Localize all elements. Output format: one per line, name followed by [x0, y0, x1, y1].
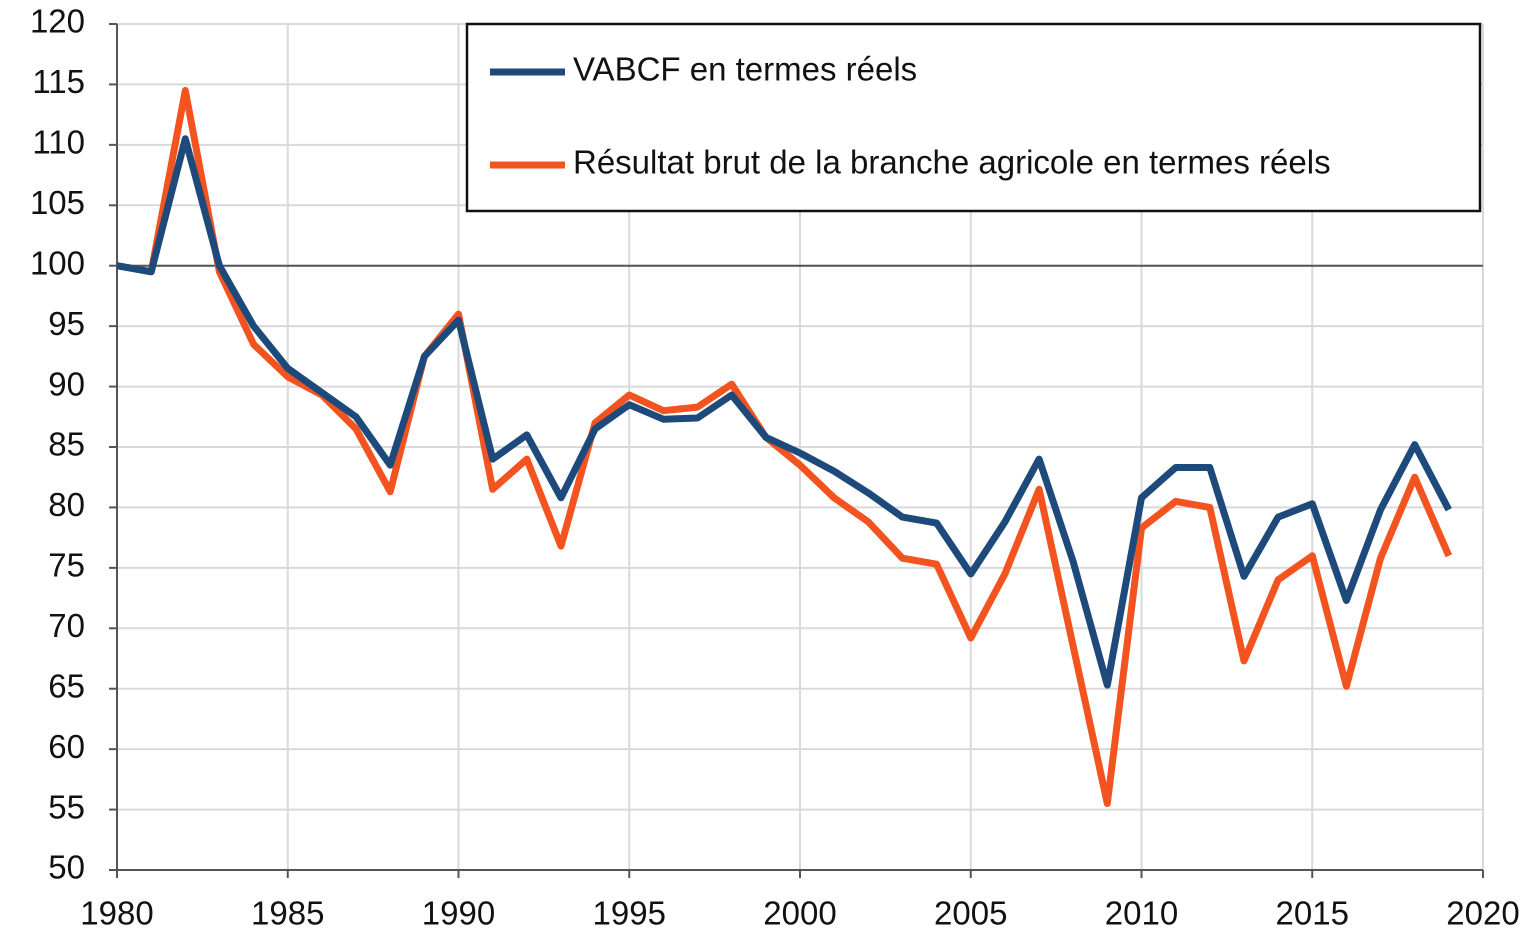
- y-tick-label: 55: [48, 788, 85, 825]
- y-tick-label: 95: [48, 305, 85, 342]
- series-line: [116, 135, 1452, 689]
- legend-label: VABCF en termes réels: [573, 51, 917, 88]
- y-tick-label: 50: [48, 849, 85, 886]
- y-tick-label: 60: [48, 728, 85, 765]
- y-tick-label: 120: [30, 3, 85, 40]
- y-tick-label: 105: [30, 184, 85, 221]
- x-tick-label: 2015: [1276, 895, 1349, 932]
- y-tick-label: 70: [48, 607, 85, 644]
- legend-label: Résultat brut de la branche agricole en …: [573, 144, 1331, 181]
- y-tick-label: 100: [30, 244, 85, 281]
- y-tick-label: 115: [32, 63, 85, 100]
- x-tick-label: 2005: [934, 895, 1007, 932]
- x-tick-label: 1990: [422, 895, 495, 932]
- x-tick-label: 2010: [1105, 895, 1178, 932]
- x-tick-label: 2020: [1446, 895, 1519, 932]
- x-tick-label: 1985: [251, 895, 324, 932]
- y-tick-label: 65: [48, 667, 85, 704]
- x-tick-label: 1995: [593, 895, 666, 932]
- y-tick-label: 80: [48, 486, 85, 523]
- x-tick-label: 1980: [80, 895, 153, 932]
- series-line: [116, 87, 1453, 807]
- x-tick-label: 2000: [763, 895, 836, 932]
- y-tick-label: 85: [48, 426, 85, 463]
- y-tick-label: 75: [48, 547, 85, 584]
- y-tick-label: 110: [32, 124, 85, 161]
- y-tick-label: 90: [48, 365, 85, 402]
- legend-box: [465, 22, 1482, 213]
